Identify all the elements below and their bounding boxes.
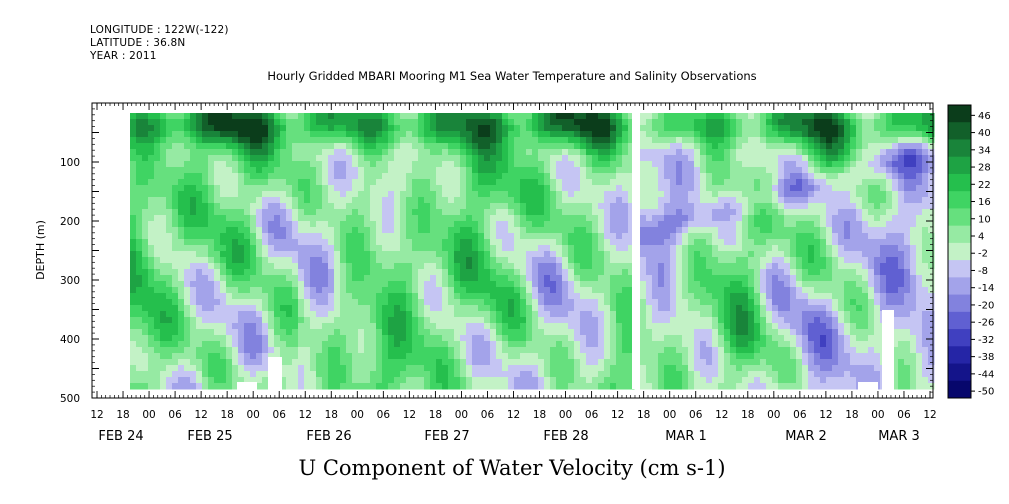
x-tick-label: 12: [611, 409, 624, 421]
colorbar-label: 10: [978, 214, 991, 225]
missing-data: [268, 357, 282, 390]
x-tick-label: 06: [585, 409, 599, 421]
x-tick-label: 12: [507, 409, 520, 421]
colorbar-label: -32: [978, 335, 994, 346]
colorbar-label: 22: [978, 180, 991, 191]
colorbar-swatch: [948, 191, 971, 209]
x-tick-label: 18: [116, 409, 129, 421]
x-tick-label: 18: [325, 409, 338, 421]
latitude-label: LATITUDE : 36.8N: [90, 37, 186, 49]
x-tick-label: 06: [168, 409, 182, 421]
x-day-label: FEB 24: [98, 429, 143, 444]
colorbar-label: 28: [978, 163, 991, 174]
x-tick-label: 00: [871, 409, 884, 421]
missing-data: [882, 310, 894, 390]
x-tick-label: 18: [429, 409, 442, 421]
x-tick-label: 18: [845, 409, 858, 421]
x-tick-label: 06: [689, 409, 703, 421]
colorbar-swatch: [948, 156, 971, 175]
colorbar-label: -14: [978, 283, 994, 294]
y-tick-label: 100: [60, 157, 80, 169]
year-label: YEAR : 2011: [90, 50, 157, 62]
y-tick-label: 300: [60, 275, 80, 287]
x-tick-label: 12: [923, 409, 936, 421]
colorbar-label: -8: [978, 266, 988, 277]
colorbar-swatch: [948, 139, 971, 158]
colorbar-swatch: [948, 346, 971, 364]
colorbar-swatch: [948, 311, 971, 330]
x-tick-label: 12: [299, 409, 312, 421]
colorbar-label: -50: [978, 387, 994, 398]
colorbar-swatch: [948, 260, 971, 278]
colorbar-swatch: [948, 208, 971, 227]
x-tick-label: 12: [819, 409, 832, 421]
x-tick-label: 12: [403, 409, 416, 421]
x-tick-label: 18: [533, 409, 546, 421]
colorbar-label: -44: [978, 369, 994, 380]
colorbar-swatch: [948, 380, 971, 399]
colorbar-swatch: [948, 225, 971, 244]
y-axis-label: DEPTH (m): [34, 220, 47, 280]
colorbar-label: -26: [978, 318, 994, 329]
x-tick-label: 00: [559, 409, 572, 421]
x-tick-label: 00: [767, 409, 780, 421]
x-day-label: FEB 27: [424, 429, 469, 444]
colorbar-swatch: [948, 122, 971, 140]
longitude-label: LONGITUDE : 122W(-122): [90, 24, 229, 36]
colorbar-swatch: [948, 329, 971, 347]
colorbar-label: 16: [978, 197, 991, 208]
x-tick-label: 00: [455, 409, 468, 421]
colorbar-label: -20: [978, 300, 994, 311]
x-day-label: MAR 2: [785, 429, 827, 444]
colorbar-frame: [947, 104, 972, 399]
x-day-label: MAR 3: [878, 429, 920, 444]
x-tick-label: 12: [90, 409, 103, 421]
colorbar-swatch: [948, 363, 971, 382]
x-tick-label: 18: [741, 409, 754, 421]
colorbar-swatch: [948, 105, 971, 123]
x-tick-label: 00: [247, 409, 260, 421]
x-day-label: FEB 28: [543, 429, 588, 444]
x-tick-label: 06: [793, 409, 807, 421]
x-tick-label: 12: [715, 409, 728, 421]
x-day-label: FEB 26: [306, 429, 351, 444]
data-gap: [632, 113, 640, 389]
x-tick-label: 06: [377, 409, 391, 421]
colorbar-swatch: [948, 242, 971, 261]
x-tick-label: 18: [220, 409, 233, 421]
colorbar-label: 34: [978, 145, 991, 156]
x-tick-label: 18: [637, 409, 650, 421]
heatmap-cells: [130, 113, 935, 390]
x-tick-label: 00: [142, 409, 155, 421]
colorbar-label: 4: [978, 231, 984, 242]
x-tick-label: 12: [194, 409, 207, 421]
colorbar-swatch: [948, 277, 971, 295]
missing-data: [858, 382, 878, 390]
colorbar-swatch: [948, 294, 971, 313]
colorbar-label: -38: [978, 352, 994, 363]
x-day-label: FEB 25: [187, 429, 232, 444]
colorbar-label: 46: [978, 111, 991, 122]
x-axis-label: U Component of Water Velocity (cm s-1): [298, 456, 725, 480]
colorbar-label: 40: [978, 128, 991, 139]
y-tick-label: 500: [60, 393, 80, 405]
x-tick-label: 00: [351, 409, 364, 421]
chart-title: Hourly Gridded MBARI Mooring M1 Sea Wate…: [267, 69, 756, 83]
x-day-label: MAR 1: [665, 429, 707, 444]
x-tick-label: 00: [663, 409, 676, 421]
y-tick-label: 200: [60, 216, 80, 228]
x-tick-label: 06: [897, 409, 911, 421]
colorbar-swatch: [948, 173, 971, 192]
missing-data: [237, 382, 257, 390]
x-tick-label: 06: [481, 409, 495, 421]
x-tick-label: 06: [273, 409, 287, 421]
colorbar-label: -2: [978, 249, 988, 260]
y-tick-label: 400: [60, 334, 80, 346]
